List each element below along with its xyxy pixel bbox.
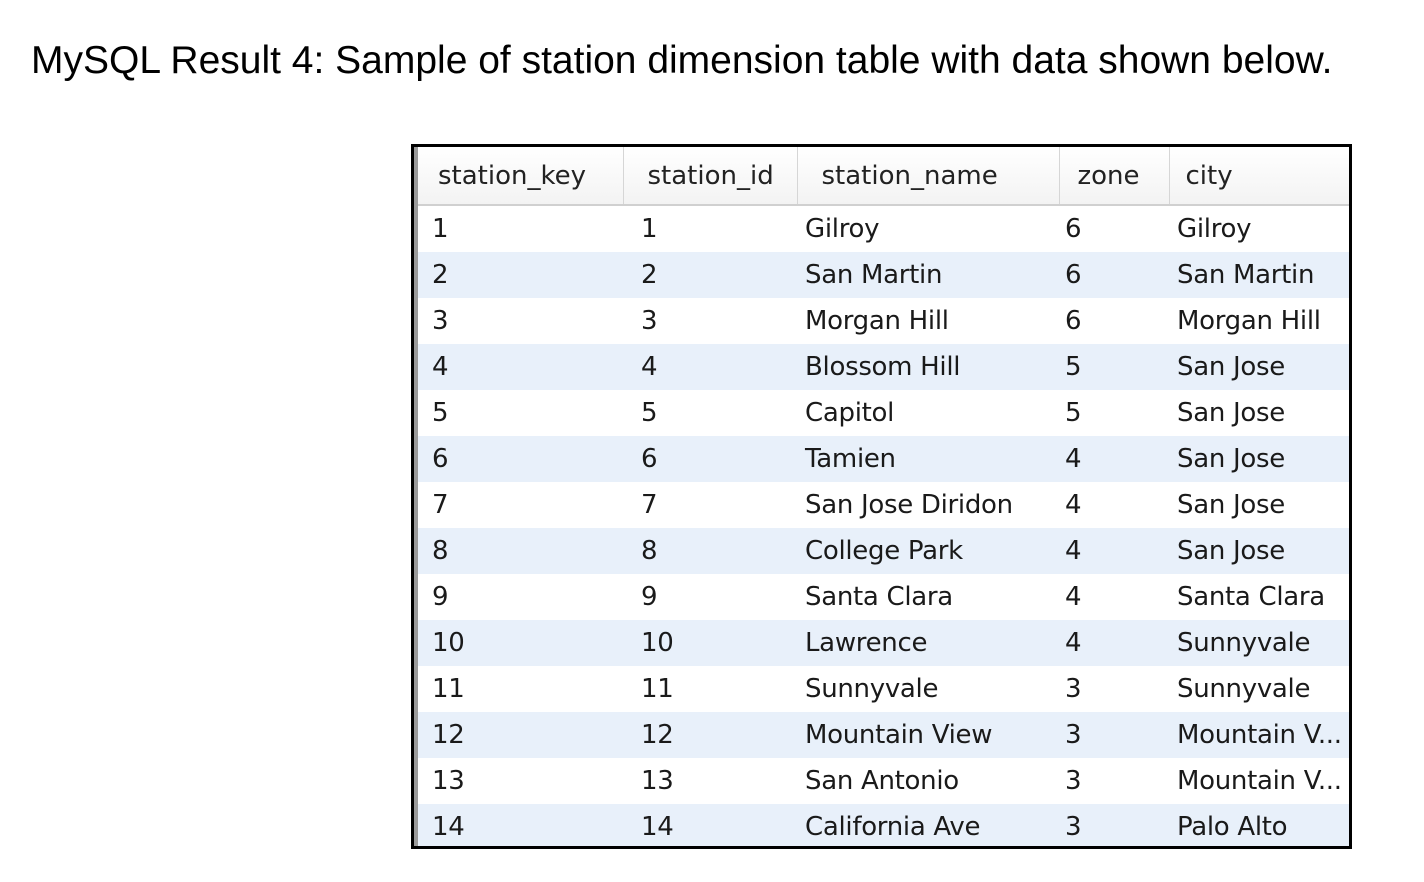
cell-city[interactable]: San Jose — [1169, 436, 1349, 482]
cell-station-key[interactable]: 11 — [414, 666, 623, 712]
cell-city[interactable]: San Jose — [1169, 482, 1349, 528]
cell-station-id[interactable]: 2 — [623, 252, 797, 298]
cell-city[interactable]: San Jose — [1169, 390, 1349, 436]
cell-station-id[interactable]: 11 — [623, 666, 797, 712]
cell-city[interactable]: Sunnyvale — [1169, 620, 1349, 666]
cell-zone[interactable]: 4 — [1059, 574, 1169, 620]
cell-station-id[interactable]: 13 — [623, 758, 797, 804]
cell-station-id[interactable]: 10 — [623, 620, 797, 666]
cell-station-key[interactable]: 7 — [414, 482, 623, 528]
cell-zone[interactable]: 5 — [1059, 390, 1169, 436]
cell-zone[interactable]: 4 — [1059, 436, 1169, 482]
cell-zone[interactable]: 6 — [1059, 298, 1169, 344]
cell-station-id[interactable]: 7 — [623, 482, 797, 528]
cell-station-id[interactable]: 5 — [623, 390, 797, 436]
station-dimension-table: station_key station_id station_name zone… — [414, 147, 1349, 846]
cell-station-id[interactable]: 8 — [623, 528, 797, 574]
cell-city[interactable]: San Martin — [1169, 252, 1349, 298]
cell-station-key[interactable]: 14 — [414, 804, 623, 846]
cell-station-key[interactable]: 2 — [414, 252, 623, 298]
cell-station-name[interactable]: California Ave — [797, 804, 1059, 846]
cell-station-name[interactable]: College Park — [797, 528, 1059, 574]
cell-zone[interactable]: 6 — [1059, 252, 1169, 298]
cell-station-key[interactable]: 13 — [414, 758, 623, 804]
cell-city[interactable]: San Jose — [1169, 344, 1349, 390]
cell-station-key[interactable]: 10 — [414, 620, 623, 666]
cell-city[interactable]: Mountain V... — [1169, 712, 1349, 758]
table-row[interactable]: 3 3 Morgan Hill 6 Morgan Hill — [414, 298, 1349, 344]
table-row[interactable]: 13 13 San Antonio 3 Mountain V... — [414, 758, 1349, 804]
cell-station-name[interactable]: San Antonio — [797, 758, 1059, 804]
cell-station-name[interactable]: San Martin — [797, 252, 1059, 298]
cell-station-key[interactable]: 6 — [414, 436, 623, 482]
cell-city[interactable]: Morgan Hill — [1169, 298, 1349, 344]
cell-zone[interactable]: 4 — [1059, 620, 1169, 666]
cell-city[interactable]: San Jose — [1169, 528, 1349, 574]
cell-zone[interactable]: 4 — [1059, 528, 1169, 574]
figure-caption: MySQL Result 4: Sample of station dimens… — [31, 39, 1333, 82]
cell-station-name[interactable]: Sunnyvale — [797, 666, 1059, 712]
table-row[interactable]: 7 7 San Jose Diridon 4 San Jose — [414, 482, 1349, 528]
cell-zone[interactable]: 3 — [1059, 758, 1169, 804]
cell-station-name[interactable]: Morgan Hill — [797, 298, 1059, 344]
cell-station-name[interactable]: Tamien — [797, 436, 1059, 482]
cell-city[interactable]: Sunnyvale — [1169, 666, 1349, 712]
cell-city[interactable]: Santa Clara — [1169, 574, 1349, 620]
cell-city[interactable]: Palo Alto — [1169, 804, 1349, 846]
cell-station-name[interactable]: Gilroy — [797, 205, 1059, 252]
cell-zone[interactable]: 3 — [1059, 712, 1169, 758]
table-row[interactable]: 6 6 Tamien 4 San Jose — [414, 436, 1349, 482]
cell-station-name[interactable]: Mountain View — [797, 712, 1059, 758]
cell-station-name[interactable]: Capitol — [797, 390, 1059, 436]
cell-station-key[interactable]: 8 — [414, 528, 623, 574]
table-row[interactable]: 2 2 San Martin 6 San Martin — [414, 252, 1349, 298]
cell-station-key[interactable]: 1 — [414, 205, 623, 252]
table-row[interactable]: 12 12 Mountain View 3 Mountain V... — [414, 712, 1349, 758]
table-row[interactable]: 5 5 Capitol 5 San Jose — [414, 390, 1349, 436]
column-header-station-key[interactable]: station_key — [414, 147, 624, 206]
cell-station-name[interactable]: Santa Clara — [797, 574, 1059, 620]
column-header-station-name[interactable]: station_name — [797, 147, 1060, 206]
column-header-city[interactable]: city — [1169, 147, 1349, 206]
column-header-station-id[interactable]: station_id — [623, 147, 798, 206]
grid-left-edge — [414, 147, 418, 846]
cell-station-id[interactable]: 6 — [623, 436, 797, 482]
cell-zone[interactable]: 6 — [1059, 205, 1169, 252]
header-row: station_key station_id station_name zone… — [414, 147, 1349, 206]
cell-zone[interactable]: 4 — [1059, 482, 1169, 528]
cell-zone[interactable]: 3 — [1059, 666, 1169, 712]
table-row[interactable]: 4 4 Blossom Hill 5 San Jose — [414, 344, 1349, 390]
result-grid[interactable]: station_key station_id station_name zone… — [411, 144, 1352, 849]
cell-station-id[interactable]: 4 — [623, 344, 797, 390]
cell-station-key[interactable]: 4 — [414, 344, 623, 390]
cell-station-key[interactable]: 5 — [414, 390, 623, 436]
cell-station-id[interactable]: 14 — [623, 804, 797, 846]
cell-station-id[interactable]: 1 — [623, 205, 797, 252]
cell-city[interactable]: Mountain V... — [1169, 758, 1349, 804]
column-header-zone[interactable]: zone — [1059, 147, 1170, 206]
table-row[interactable]: 11 11 Sunnyvale 3 Sunnyvale — [414, 666, 1349, 712]
cell-station-id[interactable]: 12 — [623, 712, 797, 758]
cell-station-name[interactable]: San Jose Diridon — [797, 482, 1059, 528]
table-row[interactable]: 1 1 Gilroy 6 Gilroy — [414, 205, 1349, 252]
cell-zone[interactable]: 5 — [1059, 344, 1169, 390]
cell-station-key[interactable]: 9 — [414, 574, 623, 620]
cell-station-name[interactable]: Blossom Hill — [797, 344, 1059, 390]
cell-zone[interactable]: 3 — [1059, 804, 1169, 846]
cell-station-key[interactable]: 3 — [414, 298, 623, 344]
table-row[interactable]: 9 9 Santa Clara 4 Santa Clara — [414, 574, 1349, 620]
cell-station-id[interactable]: 3 — [623, 298, 797, 344]
cell-station-key[interactable]: 12 — [414, 712, 623, 758]
table-row[interactable]: 10 10 Lawrence 4 Sunnyvale — [414, 620, 1349, 666]
cell-station-name[interactable]: Lawrence — [797, 620, 1059, 666]
table-row[interactable]: 8 8 College Park 4 San Jose — [414, 528, 1349, 574]
table-body: 1 1 Gilroy 6 Gilroy 2 2 San Martin 6 San Martin 3 3… — [414, 205, 1349, 846]
table-row[interactable]: 14 14 California Ave 3 Palo Alto — [414, 804, 1349, 846]
cell-station-id[interactable]: 9 — [623, 574, 797, 620]
cell-city[interactable]: Gilroy — [1169, 205, 1349, 252]
